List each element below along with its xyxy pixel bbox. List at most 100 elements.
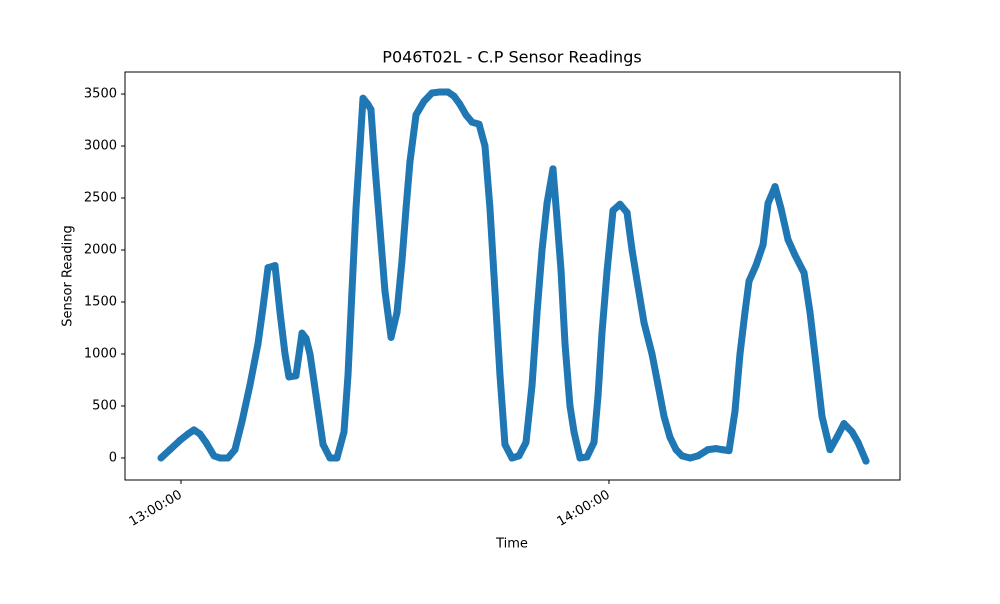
data-point [862,457,870,465]
data-point [216,454,224,462]
data-point [344,371,352,379]
data-point [356,142,364,150]
data-point [381,288,389,296]
data-point [281,350,289,358]
data-point [501,440,509,448]
data-point [246,381,254,389]
data-point [238,418,246,426]
data-point [202,438,210,446]
data-point [583,453,591,461]
data-point [616,200,624,208]
data-point [340,428,348,436]
data-point [771,183,779,191]
data-point [660,412,668,420]
data-point [522,438,530,446]
data-point [848,428,856,436]
data-point [456,100,464,108]
data-point [666,433,674,441]
data-point [784,236,792,244]
chart-title: P046T02L - C.P Sensor Readings [382,48,641,67]
data-point [271,262,279,270]
data-point [538,246,546,254]
y-tick-label: 1000 [84,346,117,361]
data-point [292,372,300,380]
data-point [549,165,557,173]
data-point [590,438,598,446]
data-point [176,436,184,444]
x-axis-label: Time [495,537,528,552]
data-point [312,392,320,400]
data-point [496,371,504,379]
data-point [326,454,334,462]
data-point [854,438,862,446]
data-point [678,452,686,460]
data-point [745,277,753,285]
data-point [833,433,841,441]
data-point [806,308,814,316]
data-point [712,445,720,453]
plot-frame [124,71,901,481]
data-point [812,360,820,368]
data-point [259,303,267,311]
data-point [725,447,733,455]
data-point [764,199,772,207]
data-point [528,381,536,389]
data-point [508,454,516,462]
data-point [412,111,420,119]
data-point [777,204,785,212]
data-point [264,264,272,272]
data-point [402,204,410,212]
y-tick-label: 3500 [84,87,117,102]
data-point [420,97,428,105]
data-point [196,430,204,438]
data-point [561,340,569,348]
y-tick-label: 500 [92,398,117,413]
data-point [352,204,360,212]
data-point [818,412,826,420]
data-point [634,282,642,290]
data-point [640,319,648,327]
y-tick-label: 0 [109,450,117,465]
data-point [598,329,606,337]
data-point [184,430,192,438]
data-point [576,454,584,462]
data-point [718,446,726,454]
data-point [475,120,483,128]
data-point [648,350,656,358]
data-point [672,446,680,454]
data-point [302,334,310,342]
data-point [609,206,617,214]
data-point [166,446,174,454]
data-point [623,209,631,217]
y-tick-label: 2000 [84,243,117,258]
y-tick-label: 3000 [84,139,117,154]
data-point [376,225,384,233]
data-point [491,288,499,296]
data-point [254,340,262,348]
data-point [359,94,367,102]
data-point [486,204,494,212]
data-point [285,373,293,381]
data-point [298,329,306,337]
data-point [436,88,444,96]
data-point [468,118,476,126]
data-point [319,440,327,448]
data-point [231,446,239,454]
data-point [686,454,694,462]
data-point [791,251,799,259]
data-point [398,256,406,264]
data-point [371,163,379,171]
data-point [826,446,834,454]
data-point [654,381,662,389]
data-point [628,246,636,254]
data-point [594,392,602,400]
data-point [570,428,578,436]
data-point [840,420,848,428]
data-point [736,350,744,358]
data-point [210,452,218,460]
data-point [450,92,458,100]
data-point [462,111,470,119]
y-tick-label: 1500 [84,294,117,309]
